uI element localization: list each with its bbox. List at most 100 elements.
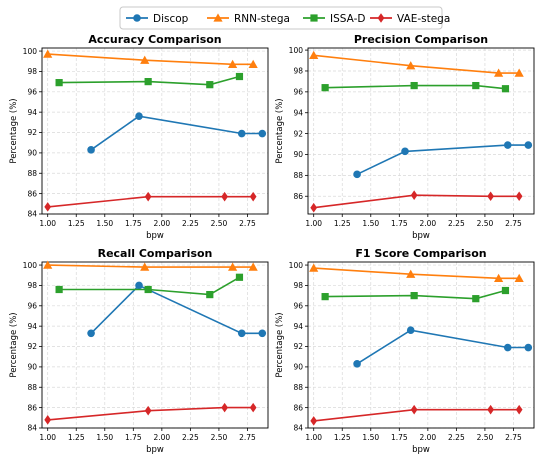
series-line [90,284,263,335]
legend-item-issa-d: ISSA-D [303,13,365,25]
data-point [249,191,257,202]
data-point [472,295,480,303]
y-tick-label: 100 [289,46,304,55]
y-tick-label: 98 [293,281,303,290]
y-tick-label: 94 [27,322,37,331]
series-line [47,264,254,268]
series-vae-stega [44,191,257,212]
y-axis-label: Percentage (%) [275,98,285,163]
data-point [514,273,524,282]
x-tick-label: 1.00 [39,219,56,228]
legend-label: VAE-stega [397,13,450,25]
chart-panel-4: 1.00 1.25 1.50 1.75 2.00 2.25 2.50 2.75 84 86 88 90… [275,247,535,455]
data-point [87,146,95,154]
plot-frame [41,261,269,429]
x-tick-label: 1.00 [305,433,322,442]
y-tick-label: 84 [293,424,303,433]
y-tick-label: 94 [27,108,37,117]
data-point [487,191,494,202]
data-point [501,85,510,93]
series-line [47,53,254,66]
x-axis-label: bpw [412,231,430,241]
series-rnn-stega [43,49,258,68]
y-axis-ticks: 86 88 90 92 94 96 98 100 [289,46,308,201]
series-line [313,54,520,74]
series-line [313,408,520,422]
legend-marker [133,14,141,22]
data-point [406,326,415,335]
data-point [309,263,319,272]
series-rnn-stega [43,260,258,271]
data-point [515,191,523,202]
data-point [144,191,152,202]
x-tick-label: 1.50 [96,433,113,442]
x-tick-label: 2.75 [505,219,522,228]
y-tick-label: 98 [27,67,37,76]
data-point [515,404,523,415]
data-point [487,404,494,415]
data-point [235,72,244,81]
x-tick-label: 2.25 [182,219,199,228]
y-axis-label: Percentage (%) [275,312,285,377]
series-line [325,84,506,90]
y-tick-label: 100 [23,261,38,270]
data-point [258,329,267,338]
data-point [406,61,416,70]
y-tick-label: 86 [293,192,303,201]
x-tick-label: 2.75 [505,433,522,442]
legend-item-discop: Discop [126,13,189,25]
data-point [140,262,150,271]
x-tick-label: 2.00 [153,219,170,228]
data-point [43,260,53,269]
series-discop [353,141,533,179]
data-point [410,292,418,300]
data-point [410,404,418,415]
data-point [55,79,63,87]
data-point [43,49,53,58]
x-tick-label: 1.00 [305,219,322,228]
x-tick-label: 1.50 [362,219,379,228]
x-axis-label: bpw [146,231,164,241]
series-rnn-stega [309,50,524,77]
x-tick-label: 1.25 [334,219,351,228]
plot-frame [41,47,269,215]
y-tick-label: 84 [27,424,37,433]
data-point [87,329,95,338]
x-tick-label: 1.00 [39,433,56,442]
y-tick-label: 88 [27,169,37,178]
data-point [144,285,152,294]
data-point [524,141,533,149]
y-tick-label: 84 [27,210,37,219]
data-point [501,286,510,295]
grid-lines [42,262,268,429]
series-line [47,195,254,208]
y-tick-label: 90 [293,150,303,159]
x-tick-label: 2.75 [239,433,256,442]
y-tick-label: 94 [293,322,303,331]
y-tick-label: 86 [27,189,37,198]
x-tick-label: 2.25 [448,219,465,228]
y-tick-label: 92 [293,129,303,138]
data-point [140,55,150,64]
x-tick-label: 1.25 [334,433,351,442]
y-tick-label: 96 [27,301,37,310]
series-issa-d [321,286,510,303]
data-point [228,59,238,68]
y-axis-label: Percentage (%) [9,98,19,163]
series-line [325,289,506,300]
y-tick-label: 100 [23,47,38,56]
y-tick-label: 98 [293,67,303,76]
data-point [44,202,52,212]
series-vae-stega [44,402,257,425]
data-point [514,68,524,77]
data-point [237,129,246,138]
y-tick-label: 86 [27,403,37,412]
legend-label: ISSA-D [330,13,365,25]
chart-panel-2: 1.00 1.25 1.50 1.75 2.00 2.25 2.50 2.75 86 88 90 92… [275,33,535,241]
legend-item-rnn-stega: RNN-stega [207,13,290,25]
data-point [206,81,214,89]
y-tick-label: 90 [293,363,303,372]
legend-label: Discop [153,13,189,25]
grid-lines [308,262,534,429]
